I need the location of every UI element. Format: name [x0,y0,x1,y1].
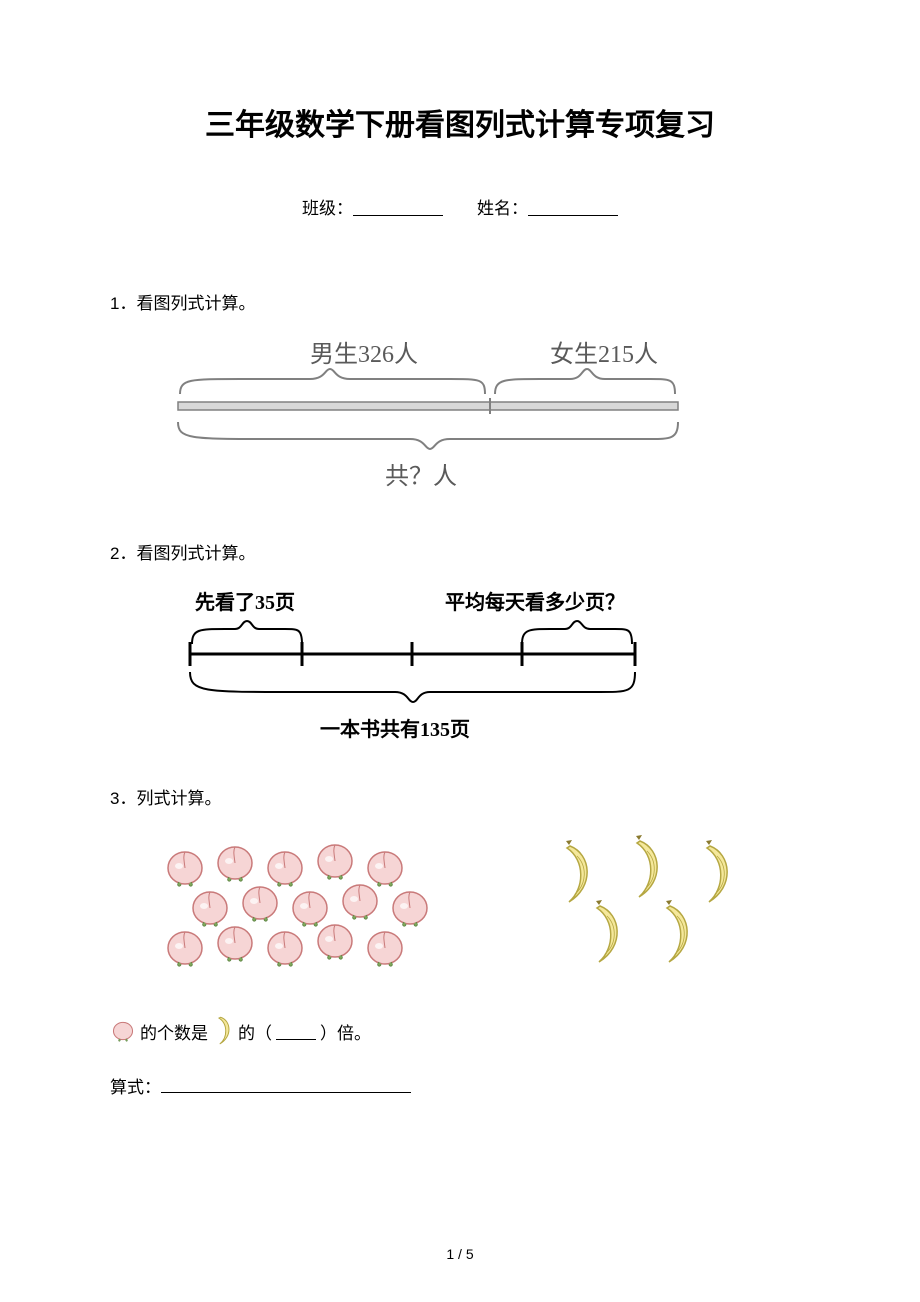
q2-total-brace [190,672,635,702]
formula-blank[interactable] [161,1075,411,1093]
banana-icon [706,840,727,902]
q1-num: 1． [110,294,136,313]
peach-icon [393,892,427,926]
q2-prompt: 2．看图列式计算。 [110,539,810,564]
q3-sent-mid: 的（ [238,1019,272,1044]
banana-icon [212,1014,234,1048]
peach-icon [343,885,377,919]
q1-diagram: 男生326人 女生215人 共？人 [150,334,810,509]
q3-text: 列式计算。 [136,789,221,808]
q1-girls-brace [495,369,675,394]
page-footer: 1 / 5 [0,1246,920,1262]
class-blank[interactable] [353,198,443,216]
formula-label: 算式： [110,1078,161,1097]
q1-text: 看图列式计算。 [136,294,255,313]
q3-blank[interactable] [276,1022,316,1040]
q3-sent-pre: 的个数是 [140,1019,208,1044]
q2-last-brace [522,621,632,644]
peach-icon [243,887,277,921]
peach-icon [218,847,252,881]
banana-icon [566,840,587,902]
class-label: 班级： [302,199,353,218]
q3-sentence: 的个数是 的（ ）倍。 [110,1014,810,1048]
name-blank[interactable] [528,198,618,216]
q3-sent-post: ）倍。 [320,1019,371,1044]
peach-icon [318,925,352,959]
page-sep: / [454,1246,466,1262]
q1-prompt: 1．看图列式计算。 [110,289,810,314]
page-total: 5 [466,1246,474,1262]
banana-icon [666,900,687,962]
peach-icon [168,852,202,886]
q2-num: 2． [110,544,136,563]
peach-icon [110,1017,136,1045]
q2-total-label: 一本书共有135页 [320,717,470,741]
peach-icon [268,852,302,886]
q2-question-label: 平均每天看多少页？ [445,590,625,614]
q3-diagram [115,829,810,984]
banana-icon [636,835,657,897]
page-num: 1 [446,1246,454,1262]
peach-icon [218,927,252,961]
q1-boys-brace [180,369,485,394]
q3-num: 3． [110,789,136,808]
peach-icon [368,932,402,966]
q2-diagram: 先看了35页 平均每天看多少页？ 一本书共有135页 [150,584,810,754]
peach-icon [268,932,302,966]
q1-girls-label: 女生215人 [550,341,658,368]
q3-prompt: 3．列式计算。 [110,784,810,809]
peach-icon [318,845,352,879]
q1-total-brace [178,422,678,449]
q1-total-label: 共？人 [385,463,457,490]
q3-formula: 算式： [110,1073,810,1098]
q1-boys-label: 男生326人 [310,341,418,368]
peach-icon [368,852,402,886]
peach-icon [193,892,227,926]
peach-icon [168,932,202,966]
name-label: 姓名： [477,199,528,218]
banana-icon [596,900,617,962]
page-title: 三年级数学下册看图列式计算专项复习 [110,100,810,144]
student-info: 班级： 姓名： [110,194,810,219]
q1-bar [178,402,678,410]
q2-text: 看图列式计算。 [136,544,255,563]
q2-first-label: 先看了35页 [195,590,295,614]
q2-first-brace [192,621,302,644]
peach-icon [293,892,327,926]
